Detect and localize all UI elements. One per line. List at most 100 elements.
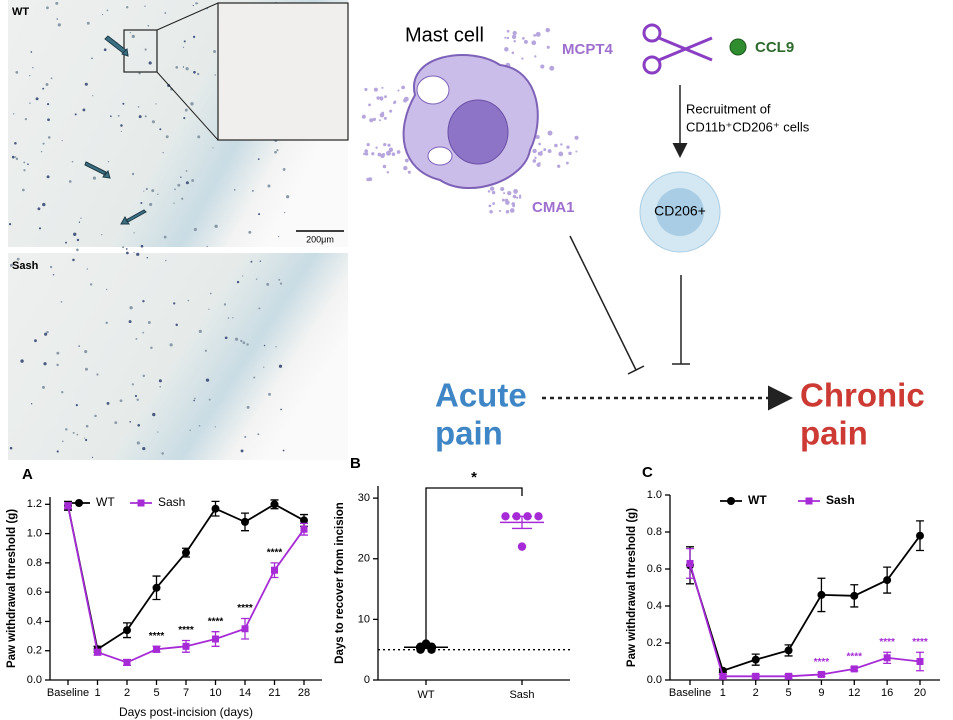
cell-nucleus [122, 102, 125, 105]
significance: **** [178, 625, 194, 636]
significance: **** [846, 652, 862, 663]
significance: **** [267, 548, 283, 559]
granule-dot [575, 150, 578, 153]
granule-dot [378, 119, 381, 122]
cell-nucleus [92, 176, 97, 180]
cell-nucleus [208, 398, 211, 401]
granule-dot [531, 40, 537, 46]
cell-nucleus [68, 180, 72, 183]
point [211, 504, 220, 513]
cell-nucleus [140, 244, 144, 248]
point [212, 635, 219, 643]
cell-nucleus [142, 374, 146, 378]
y-tick-label: 1.2 [27, 498, 42, 510]
cell-nucleus [136, 441, 140, 445]
diagram: Mast cell MCPT4 CCL9 Recruitment of CD11… [361, 23, 925, 452]
series-line [689, 535, 921, 672]
granule-dot [512, 204, 516, 208]
cell-nucleus [84, 350, 88, 354]
cell-nucleus [56, 18, 58, 20]
cell-nucleus [55, 1, 59, 5]
point [94, 648, 101, 656]
cell-nucleus [42, 202, 46, 207]
cell-nucleus [148, 61, 152, 65]
cell-nucleus [101, 13, 104, 16]
cell-nucleus [30, 403, 33, 405]
cell-nucleus [38, 227, 42, 230]
cell-nucleus [263, 344, 266, 347]
cell-nucleus [75, 404, 78, 407]
granule-dot [500, 186, 505, 192]
granule-dot [535, 31, 541, 37]
significance: **** [237, 603, 253, 614]
cell-nucleus [14, 156, 17, 158]
label: pain [435, 415, 503, 452]
y-tick-label: 0 [364, 674, 370, 686]
granule-dot [557, 164, 561, 168]
cell-nucleus [279, 282, 283, 285]
cell-nucleus [267, 184, 271, 188]
cell-nucleus [15, 71, 19, 74]
cell-nucleus [71, 160, 74, 163]
granule-dot [387, 143, 391, 147]
cell-nucleus [263, 366, 265, 368]
cell-nucleus [184, 108, 188, 112]
panel-label: Sash [12, 260, 39, 272]
granule-dot [401, 85, 405, 90]
cell-nucleus [76, 248, 79, 252]
cell-nucleus [173, 302, 176, 305]
cell-nucleus [204, 349, 207, 352]
cell-nucleus [9, 263, 13, 267]
point [270, 500, 279, 509]
granule-dot [364, 87, 368, 92]
granule-dot [521, 37, 525, 40]
granule-dot [361, 114, 366, 119]
panel-letter: B [350, 455, 361, 472]
cell-nucleus [76, 433, 79, 436]
histology: 200μm WT Sash [8, 0, 349, 460]
cell-nucleus [82, 108, 86, 112]
y-tick-label: 0.4 [27, 615, 42, 627]
granule-dot [546, 45, 550, 49]
point [182, 642, 190, 650]
legend-label: WT [96, 495, 115, 509]
x-tick-label: 16 [881, 687, 893, 699]
cell-nucleus [120, 130, 122, 133]
cell-nucleus [183, 116, 186, 120]
cell-nucleus [158, 379, 162, 383]
cell-nucleus [35, 97, 39, 101]
granule-dot [384, 95, 387, 99]
granule-dot [521, 57, 524, 60]
granule-dot [532, 159, 537, 163]
point [785, 672, 793, 680]
cell-nucleus [105, 288, 108, 291]
granule-dot [492, 202, 496, 205]
cell-nucleus [61, 140, 63, 142]
cell-nucleus [136, 398, 139, 402]
cell-nucleus [282, 449, 285, 452]
granule-dot [536, 162, 541, 167]
cell-nucleus [27, 163, 29, 166]
y-tick-label: 1.0 [647, 489, 662, 501]
point [751, 655, 760, 664]
granule-dot [568, 151, 572, 156]
cell-nucleus [157, 431, 159, 433]
label: Chronic [800, 377, 925, 414]
granule-dot [566, 161, 569, 165]
granule-dot [363, 152, 366, 156]
y-axis-label: Paw withdrawal threshold (g) [6, 509, 18, 668]
granule-dot [558, 151, 564, 157]
y-tick-label: 0.6 [27, 586, 42, 598]
cell-nucleus [84, 367, 88, 371]
cell-nucleus [86, 21, 90, 25]
x-tick-label: WT [417, 689, 434, 701]
point [271, 566, 278, 574]
cell-nucleus [189, 429, 191, 431]
cell-nucleus [46, 102, 50, 106]
granule-dot [371, 152, 375, 156]
cell-nucleus [285, 195, 290, 199]
cell-nucleus [194, 397, 196, 400]
x-tick-label: Sash [509, 689, 534, 701]
cell-nucleus [242, 341, 246, 345]
